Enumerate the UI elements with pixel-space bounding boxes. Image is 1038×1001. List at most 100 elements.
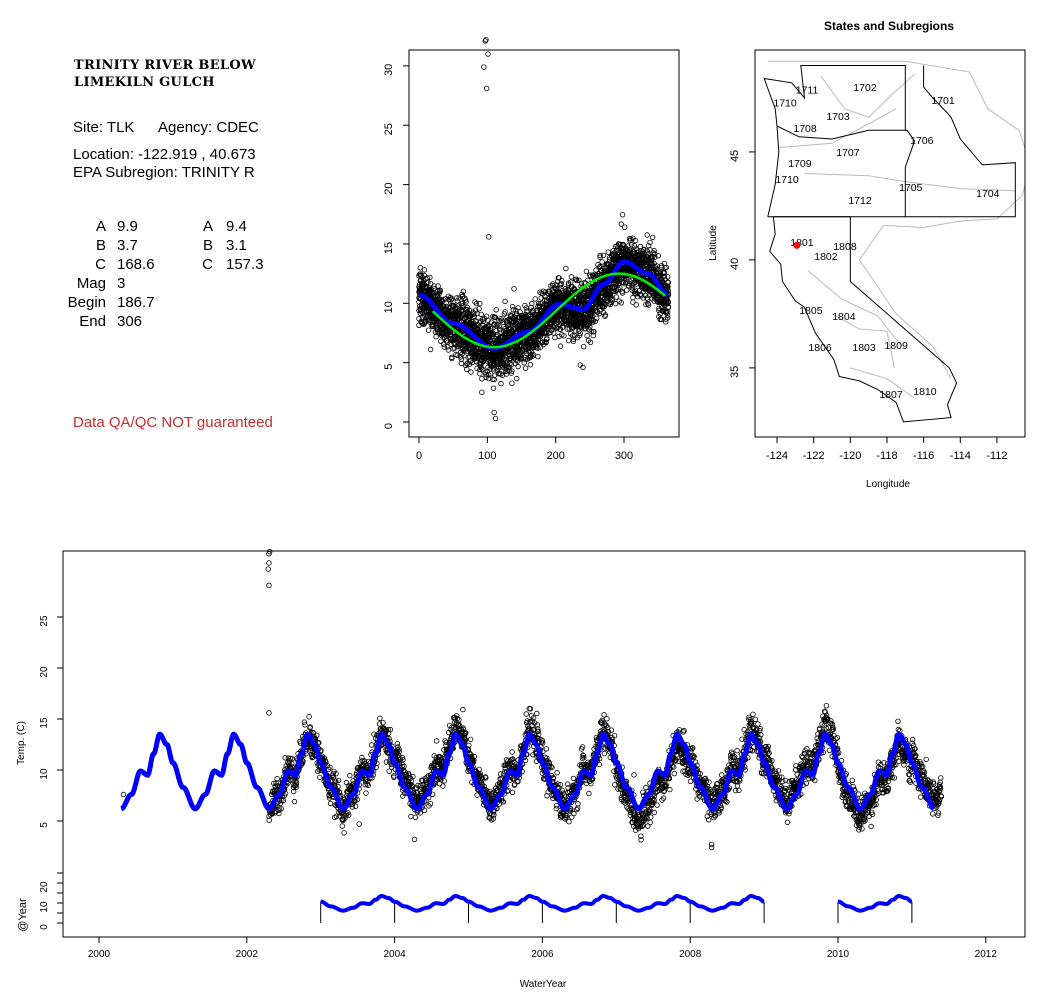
data-point (647, 239, 653, 246)
param-label: A (95, 218, 106, 235)
data-point (534, 710, 540, 717)
data-point (508, 370, 514, 376)
data-point (587, 272, 593, 278)
data-point (302, 722, 308, 728)
data-point (430, 323, 436, 330)
x-tick-label: 2004 (383, 949, 406, 960)
subregion-label: 1703 (826, 111, 850, 123)
data-point (619, 211, 626, 218)
y-tick-label: 25 (383, 123, 395, 135)
sub-y-tick-label: 20 (39, 881, 50, 893)
data-point (504, 368, 510, 374)
param-value: 168.6 (117, 256, 155, 273)
qa-disclaimer: Data QA/QC NOT guaranteed (73, 414, 273, 431)
data-point (510, 307, 516, 313)
subregion-label: 1708 (793, 123, 817, 135)
data-point (577, 330, 583, 336)
subregion-label: 1711 (796, 84, 819, 96)
data-point (427, 274, 433, 281)
data-point (477, 371, 483, 377)
subregion-label: 1702 (853, 82, 877, 94)
data-point (570, 333, 576, 339)
data-point (460, 288, 467, 294)
y-tick-label: 40 (729, 258, 741, 270)
data-point (599, 303, 605, 310)
data-point (656, 313, 662, 320)
data-point (444, 332, 450, 338)
data-point (458, 354, 464, 360)
data-point (633, 302, 639, 308)
data-point (601, 750, 608, 757)
data-point (604, 716, 610, 722)
data-point (449, 355, 455, 362)
param-value: 186.7 (117, 294, 155, 311)
subregion-label: 1810 (913, 386, 937, 398)
data-point (433, 738, 440, 744)
subregion-label: 1809 (884, 340, 908, 352)
y-tick-label: 30 (383, 64, 395, 76)
data-point (502, 298, 508, 305)
data-point (431, 283, 437, 289)
y-tick-label: 10 (39, 768, 50, 780)
outlier-point (492, 415, 499, 422)
data-point (574, 277, 580, 284)
x-tick-label: 2002 (236, 949, 259, 960)
data-point (498, 371, 504, 377)
subregion-label: 1803 (852, 342, 876, 354)
data-point (473, 300, 480, 307)
data-point (619, 288, 625, 295)
data-point (509, 789, 516, 795)
data-point (555, 275, 562, 281)
data-point (650, 234, 656, 241)
param-label: C (202, 256, 213, 273)
data-point (589, 317, 595, 323)
param-label: A (202, 218, 213, 235)
data-point (584, 332, 590, 339)
param-label: Begin (67, 294, 106, 311)
site-title: TRINITY RIVER BELOW LIMEKILN GULCH (74, 57, 256, 91)
data-point (454, 352, 460, 358)
data-point (464, 361, 470, 367)
data-point (514, 375, 520, 382)
subregion-label: 1806 (808, 342, 832, 354)
param-label: C (95, 256, 106, 273)
subregion-label: 1804 (832, 311, 856, 323)
data-points (120, 549, 945, 851)
data-point (665, 274, 671, 280)
data-point (575, 801, 581, 807)
data-point (523, 350, 529, 357)
param-label: End (79, 313, 106, 330)
agency: Agency: CDEC (158, 119, 259, 136)
data-point (511, 286, 517, 292)
data-point (509, 303, 516, 310)
x-tick-label: 0 (416, 450, 422, 462)
data-point (434, 325, 441, 331)
subregion-label: 1805 (799, 305, 823, 317)
data-point (603, 261, 609, 268)
param-value: 9.9 (117, 218, 138, 235)
data-point (551, 324, 557, 330)
data-point (472, 299, 478, 305)
param-value: 157.3 (226, 256, 264, 273)
data-point (565, 337, 572, 344)
data-point (438, 338, 444, 344)
subregion-label: 1802 (814, 251, 838, 263)
data-point (523, 711, 529, 717)
data-point (464, 366, 470, 372)
data-point (559, 332, 565, 338)
data-point (659, 307, 665, 314)
data-point (499, 317, 505, 323)
x-axis-label: Longitude (866, 479, 910, 490)
x-tick-label: -118 (876, 450, 897, 462)
data-point (474, 365, 480, 372)
y-axis-label: Latitude (708, 225, 719, 261)
data-point (588, 328, 594, 335)
data-point (663, 264, 670, 271)
y-tick-label: 10 (383, 301, 395, 313)
data-point (456, 295, 462, 301)
y-tick-label: 35 (729, 366, 741, 378)
data-point (554, 325, 560, 332)
data-point (542, 297, 548, 303)
data-point (468, 369, 474, 375)
data-point (347, 772, 353, 779)
